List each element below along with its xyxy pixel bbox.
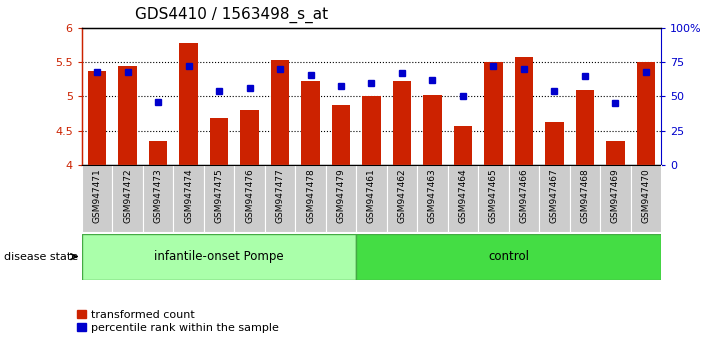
Text: disease state: disease state [4, 252, 77, 262]
Text: GSM947478: GSM947478 [306, 168, 315, 223]
Text: GSM947464: GSM947464 [459, 168, 468, 223]
Bar [88, 70, 106, 165]
Bar [240, 110, 259, 165]
Text: GSM947471: GSM947471 [92, 168, 102, 223]
Bar [295, 165, 326, 232]
Text: control: control [488, 250, 529, 263]
Text: GSM947474: GSM947474 [184, 168, 193, 223]
Bar [82, 234, 356, 280]
Text: GSM947463: GSM947463 [428, 168, 437, 223]
Text: GSM947479: GSM947479 [336, 168, 346, 223]
Bar [149, 141, 167, 165]
Bar [356, 234, 661, 280]
Bar [545, 122, 564, 165]
Bar [637, 62, 655, 165]
Bar [271, 60, 289, 165]
Text: GSM947468: GSM947468 [580, 168, 589, 223]
Bar [326, 165, 356, 232]
Bar [448, 165, 479, 232]
Bar [332, 105, 350, 165]
Text: GSM947477: GSM947477 [275, 168, 284, 223]
Text: GDS4410 / 1563498_s_at: GDS4410 / 1563498_s_at [135, 7, 328, 23]
Text: GSM947472: GSM947472 [123, 168, 132, 223]
Bar [356, 165, 387, 232]
Text: GSM947462: GSM947462 [397, 168, 407, 223]
Bar [363, 97, 380, 165]
Text: infantile-onset Pompe: infantile-onset Pompe [154, 250, 284, 263]
Legend: transformed count, percentile rank within the sample: transformed count, percentile rank withi… [77, 310, 279, 333]
Bar [576, 90, 594, 165]
Bar [264, 165, 295, 232]
Bar [387, 165, 417, 232]
Bar [606, 141, 625, 165]
Bar [515, 57, 533, 165]
Bar [112, 165, 143, 232]
Bar [509, 165, 539, 232]
Text: GSM947461: GSM947461 [367, 168, 376, 223]
Bar [210, 118, 228, 165]
Bar [204, 165, 234, 232]
Bar [118, 66, 137, 165]
Bar [570, 165, 600, 232]
Bar [484, 62, 503, 165]
Bar [234, 165, 264, 232]
Bar [301, 81, 320, 165]
Text: GSM947466: GSM947466 [520, 168, 528, 223]
Bar [539, 165, 570, 232]
Bar [423, 95, 442, 165]
Text: GSM947476: GSM947476 [245, 168, 254, 223]
Bar [393, 81, 411, 165]
Bar [600, 165, 631, 232]
Text: GSM947465: GSM947465 [489, 168, 498, 223]
Bar [82, 165, 112, 232]
Text: GSM947467: GSM947467 [550, 168, 559, 223]
Text: GSM947469: GSM947469 [611, 168, 620, 223]
Bar [143, 165, 173, 232]
Text: GSM947473: GSM947473 [154, 168, 163, 223]
Text: GSM947475: GSM947475 [215, 168, 223, 223]
Bar [479, 165, 509, 232]
Bar [417, 165, 448, 232]
Bar [179, 42, 198, 165]
Bar [631, 165, 661, 232]
Bar [173, 165, 204, 232]
Text: GSM947470: GSM947470 [641, 168, 651, 223]
Bar [454, 126, 472, 165]
